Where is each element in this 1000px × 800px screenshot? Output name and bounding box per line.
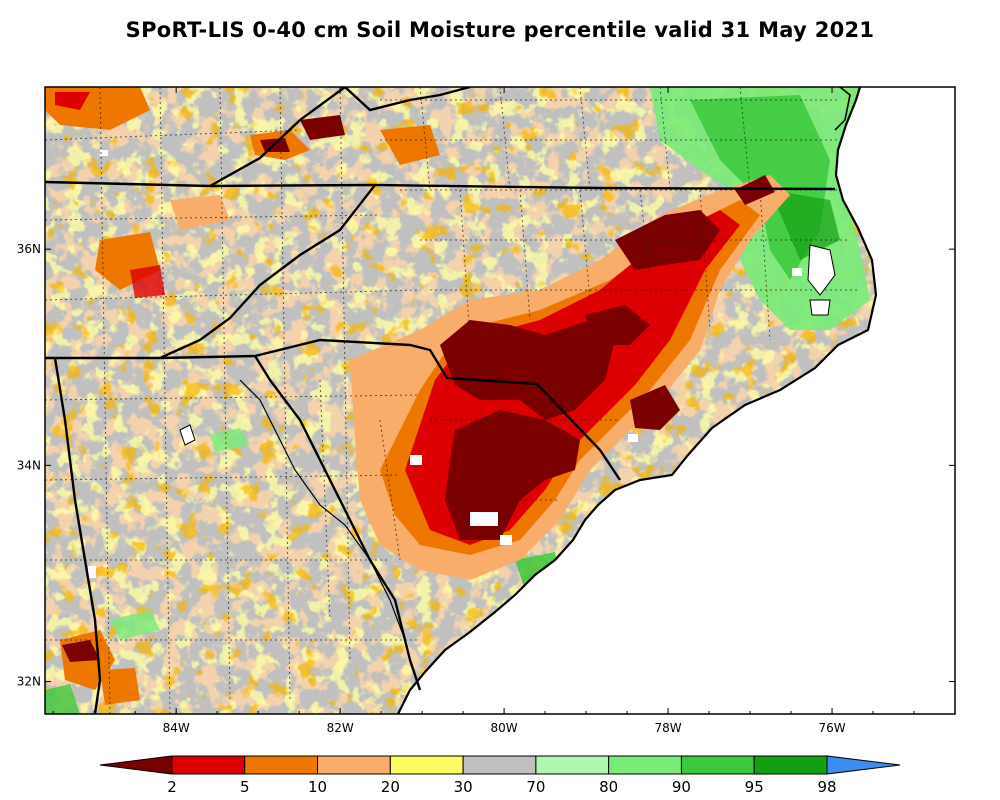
colorbar-swatch bbox=[535, 755, 610, 775]
y-axis: 36N 34N 32N bbox=[17, 242, 955, 689]
colorbar-swatch bbox=[680, 755, 755, 775]
colorbar: 2 5 10 20 30 70 80 90 95 98 bbox=[99, 755, 901, 796]
y-tick-label: 32N bbox=[17, 675, 41, 689]
colorbar-label: 80 bbox=[599, 778, 618, 796]
colorbar-under-arrow bbox=[99, 755, 173, 775]
colorbar-over-arrow bbox=[826, 755, 901, 775]
coastline bbox=[397, 87, 878, 714]
x-axis: 84W 82W 80W 78W 76W bbox=[52, 87, 956, 735]
map-frame bbox=[44, 86, 956, 715]
map-title: SPoRT-LIS 0-40 cm Soil Moisture percenti… bbox=[125, 18, 875, 42]
colorbar-swatch bbox=[608, 755, 682, 775]
colorbar-swatch bbox=[389, 755, 464, 775]
x-tick-label: 76W bbox=[818, 721, 845, 735]
colorbar-swatch bbox=[171, 755, 246, 775]
colorbar-label: 30 bbox=[454, 778, 473, 796]
x-tick-label: 82W bbox=[327, 721, 354, 735]
y-tick-label: 36N bbox=[17, 242, 41, 256]
soil-moisture-field bbox=[45, 87, 876, 714]
colorbar-swatch bbox=[244, 755, 319, 775]
colorbar-label: 90 bbox=[672, 778, 691, 796]
colorbar-label: 10 bbox=[308, 778, 327, 796]
colorbar-label: 95 bbox=[745, 778, 764, 796]
colorbar-label: 2 bbox=[167, 778, 177, 796]
y-tick-label: 34N bbox=[17, 458, 41, 472]
state-boundaries bbox=[45, 87, 836, 714]
colorbar-swatch bbox=[462, 755, 537, 775]
colorbar-swatch bbox=[317, 755, 391, 775]
colorbar-label: 98 bbox=[817, 778, 836, 796]
colorbar-label: 5 bbox=[240, 778, 250, 796]
colorbar-label: 20 bbox=[381, 778, 400, 796]
colorbar-label: 70 bbox=[526, 778, 545, 796]
colorbar-swatch bbox=[753, 755, 828, 775]
x-tick-label: 84W bbox=[163, 721, 190, 735]
x-tick-label: 80W bbox=[491, 721, 518, 735]
x-tick-label: 78W bbox=[654, 721, 681, 735]
